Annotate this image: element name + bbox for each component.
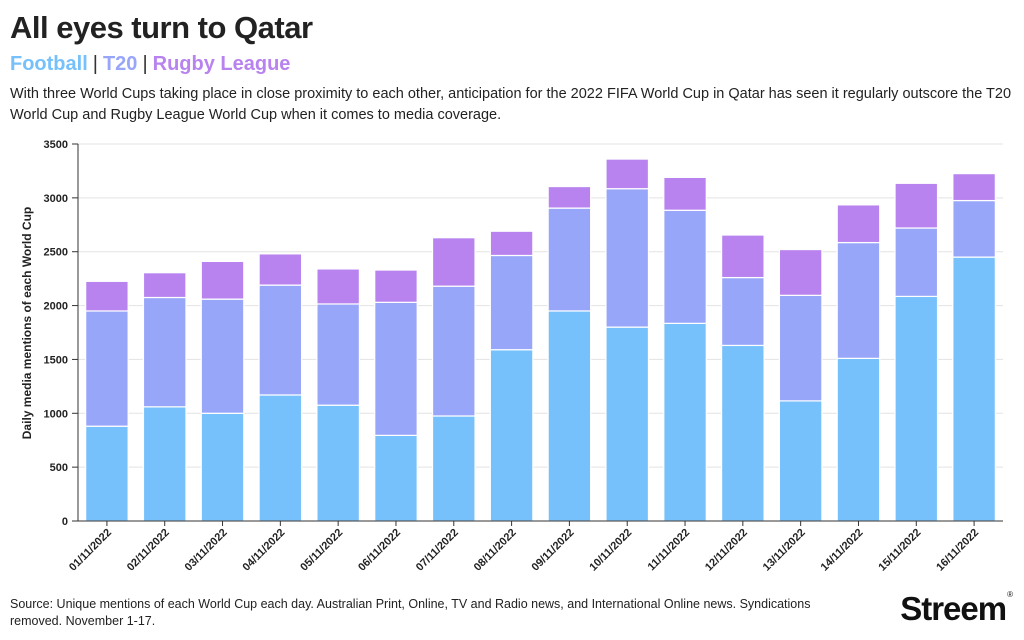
bar-football: [316, 404, 361, 522]
bar-rugby-league: [316, 268, 361, 305]
bar-football: [952, 256, 996, 522]
bar-t20: [894, 227, 939, 298]
bar-t20: [547, 207, 592, 312]
x-tick-label: 05/11/2022: [298, 527, 345, 574]
x-tick-label: 16/11/2022: [934, 527, 981, 574]
x-tick-label: 02/11/2022: [125, 527, 172, 574]
bar-rugby-league: [663, 176, 707, 211]
bar-football: [489, 349, 534, 522]
bar-football: [778, 400, 823, 522]
bar-t20: [489, 254, 534, 351]
bar-t20: [142, 296, 187, 408]
bar-football: [374, 434, 418, 522]
bar-t20: [85, 310, 129, 427]
bar-t20: [200, 298, 245, 414]
bar-football: [836, 357, 881, 522]
legend: Football | T20 | Rugby League: [10, 53, 290, 76]
x-tick-label: 03/11/2022: [183, 527, 230, 574]
streem-logo: Streem®: [900, 590, 1013, 628]
bar-football: [720, 344, 765, 522]
bar-football: [85, 425, 129, 522]
bar-rugby-league: [720, 234, 765, 279]
bar-t20: [374, 301, 418, 436]
bar-t20: [316, 303, 361, 406]
chart-title: All eyes turn to Qatar: [10, 10, 313, 45]
y-tick-label: 500: [50, 462, 68, 474]
bar-football: [663, 322, 707, 522]
bar-football: [547, 310, 592, 522]
legend-t20: T20: [102, 53, 138, 75]
legend-rugby: Rugby League: [152, 53, 291, 75]
bar-t20: [258, 284, 303, 396]
source-note: Source: Unique mentions of each World Cu…: [10, 597, 811, 628]
bar-football: [894, 295, 939, 522]
bar-rugby-league: [547, 185, 592, 209]
x-tick-label: 04/11/2022: [240, 527, 287, 574]
bar-rugby-league: [778, 248, 823, 296]
x-tick-label: 01/11/2022: [67, 527, 114, 574]
chart-subtitle: With three World Cups taking place in cl…: [10, 86, 1012, 123]
x-tick-label: 15/11/2022: [876, 527, 923, 574]
bar-rugby-league: [85, 280, 129, 312]
bar-t20: [663, 209, 707, 324]
legend-separator: |: [92, 53, 98, 75]
bar-rugby-league: [605, 158, 650, 190]
x-tick-label: 13/11/2022: [761, 527, 808, 574]
legend-separator: |: [142, 53, 148, 75]
bar-rugby-league: [200, 260, 245, 300]
bars: [85, 158, 996, 522]
bar-rugby-league: [431, 237, 476, 287]
bar-t20: [720, 276, 765, 347]
bar-football: [142, 406, 187, 522]
y-tick-label: 3000: [44, 193, 68, 205]
x-tick-label: 09/11/2022: [530, 527, 577, 574]
bar-football: [605, 326, 650, 522]
y-tick-label: 2000: [44, 301, 68, 313]
bar-football: [258, 394, 303, 522]
bar-rugby-league: [894, 182, 939, 229]
bar-rugby-league: [836, 204, 881, 244]
x-tick-label: 12/11/2022: [703, 527, 750, 574]
bar-rugby-league: [374, 269, 418, 303]
bar-t20: [778, 294, 823, 402]
bar-t20: [605, 188, 650, 328]
x-tick-label: 08/11/2022: [472, 527, 519, 574]
logo-text: Streem: [900, 590, 1007, 627]
x-tick-label: 06/11/2022: [356, 527, 403, 574]
registered-mark: ®: [1007, 590, 1013, 599]
bar-football: [431, 415, 476, 522]
bar-rugby-league: [489, 230, 534, 257]
x-tick-label: 14/11/2022: [819, 527, 866, 574]
x-tick-label: 07/11/2022: [414, 527, 461, 574]
y-tick-label: 0: [62, 516, 68, 528]
y-tick-label: 2500: [44, 247, 68, 259]
y-tick-label: 1000: [44, 408, 68, 420]
y-tick-label: 1500: [44, 354, 68, 366]
bar-t20: [431, 285, 476, 417]
stacked-bar-chart: 0 500 1000 1500 2000 2500 3000 3500 01/11/2022 02…: [20, 139, 1003, 574]
bar-football: [200, 412, 245, 522]
bar-t20: [952, 199, 996, 258]
y-axis-label: Daily media mentions of each World Cup: [20, 207, 34, 439]
bar-t20: [836, 241, 881, 359]
x-tick-label: 10/11/2022: [587, 527, 634, 574]
y-tick-label: 3500: [44, 139, 68, 151]
bar-rugby-league: [952, 173, 996, 202]
bar-rugby-league: [258, 253, 303, 286]
bar-rugby-league: [142, 272, 187, 299]
x-tick-label: 11/11/2022: [646, 527, 693, 574]
legend-football: Football: [10, 53, 88, 75]
